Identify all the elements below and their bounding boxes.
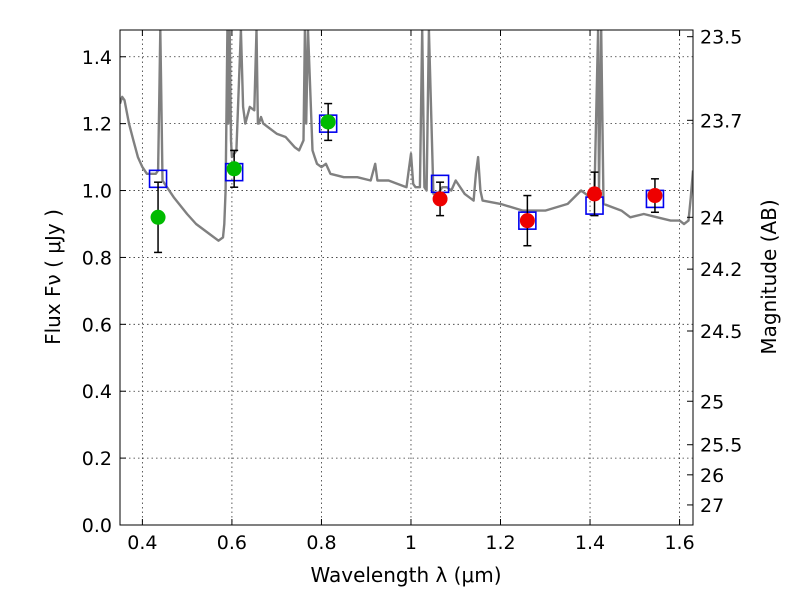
right-tick-label: 24 bbox=[700, 207, 724, 229]
y-tick-label: 1.2 bbox=[82, 114, 112, 136]
data-points-layer bbox=[148, 102, 665, 254]
right-tick-label: 24.5 bbox=[700, 321, 742, 343]
x-tick-label: 1.4 bbox=[575, 532, 605, 554]
observed-flux-point bbox=[150, 209, 166, 225]
x-tick-label: 0.4 bbox=[127, 532, 157, 554]
right-tick-label: 25 bbox=[700, 391, 724, 413]
plot-background bbox=[120, 30, 693, 525]
y-tick-label: 1.0 bbox=[82, 181, 112, 203]
x-tick-label: 0.8 bbox=[306, 532, 336, 554]
right-tick-label: 23.7 bbox=[700, 110, 742, 132]
axis-ticks bbox=[120, 30, 693, 526]
model-spectrum-layer bbox=[120, 30, 693, 242]
right-tick-label: 25.5 bbox=[700, 435, 742, 457]
y-tick-label: 0.0 bbox=[82, 515, 112, 537]
observed-flux-point bbox=[320, 114, 336, 130]
x-tick-label: 1 bbox=[405, 532, 417, 554]
observed-flux-point bbox=[519, 213, 535, 229]
x-tick-label: 1.2 bbox=[485, 532, 515, 554]
y-tick-label: 0.4 bbox=[82, 381, 112, 403]
observed-flux-point bbox=[226, 161, 242, 177]
y-tick-label: 0.8 bbox=[82, 247, 112, 269]
axis-tick-labels: 0.4 0.6 0.8 1 1.2 1.4 1.6 0.0 0.2 0.4 0.6 0.8 1.0 1.2… bbox=[82, 27, 743, 554]
observed-flux-point bbox=[587, 186, 603, 202]
right-tick-label: 23.5 bbox=[700, 27, 742, 49]
model-spectrum-line bbox=[120, 30, 693, 242]
right-tick-label: 24.2 bbox=[700, 259, 742, 281]
y-tick-label: 0.2 bbox=[82, 448, 112, 470]
x-tick-label: 1.6 bbox=[664, 532, 694, 554]
y-axis-label-right: Magnitude (AB) bbox=[757, 199, 781, 354]
x-tick-label: 0.6 bbox=[217, 532, 247, 554]
y-tick-label: 0.6 bbox=[82, 314, 112, 336]
y-tick-label: 1.4 bbox=[82, 47, 112, 69]
x-axis-label: Wavelength λ (μm) bbox=[310, 563, 501, 587]
right-tick-label: 26 bbox=[700, 465, 724, 487]
observed-flux-point bbox=[647, 188, 663, 204]
observed-flux-point bbox=[432, 191, 448, 207]
right-tick-label: 27 bbox=[700, 495, 724, 517]
y-axis-label: Flux Fν ( μJy ) bbox=[41, 209, 65, 345]
plot-frame bbox=[119, 29, 694, 526]
